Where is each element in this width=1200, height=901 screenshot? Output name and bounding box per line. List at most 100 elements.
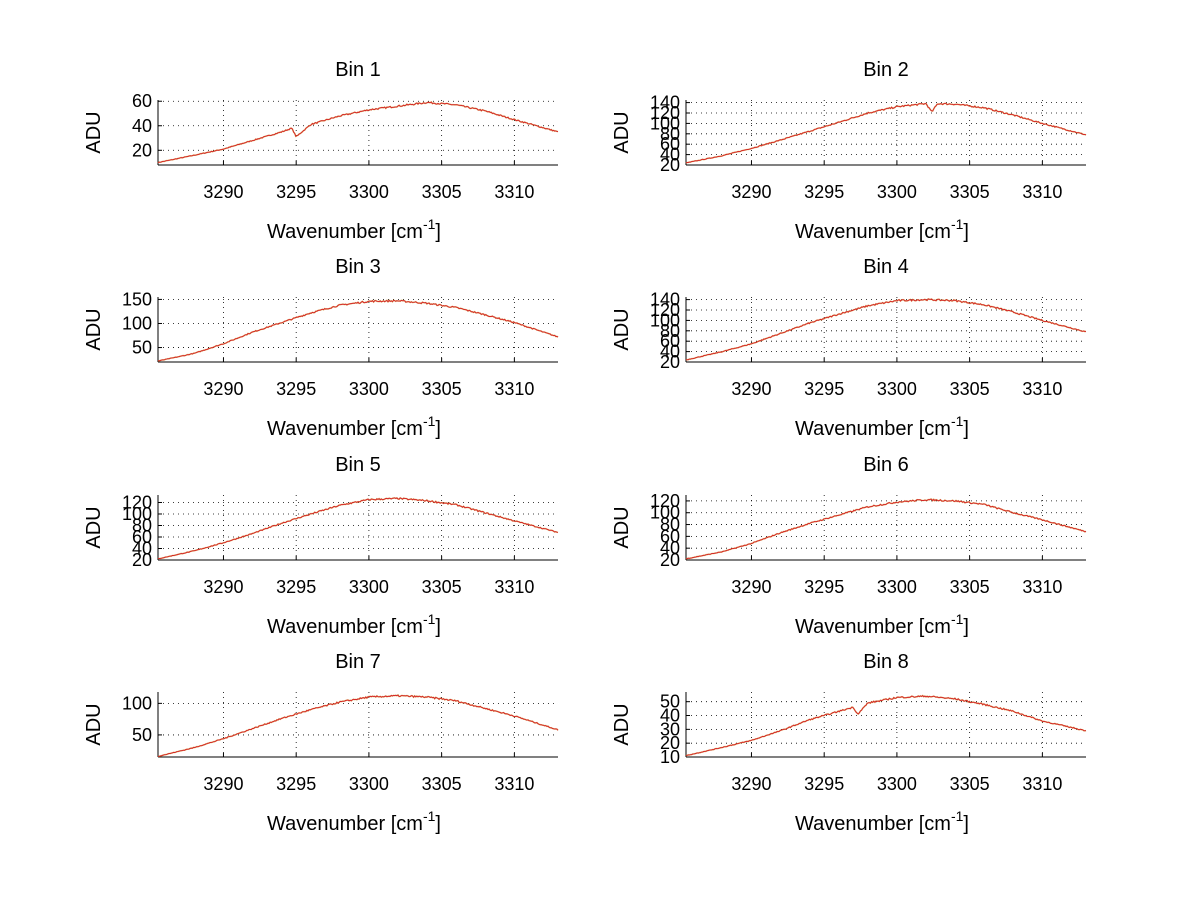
y-tick-label: 60: [132, 91, 152, 111]
y-tick-label: 50: [132, 725, 152, 745]
series-line-shadow: [685, 694, 1087, 757]
x-axis-label-sup: -1: [423, 216, 436, 232]
y-tick-label: 50: [132, 338, 152, 358]
x-tick-label: 3305: [950, 774, 990, 794]
x-tick-label: 3290: [203, 577, 243, 597]
y-tick-label: 40: [132, 538, 152, 558]
x-tick-label: 3295: [276, 379, 316, 399]
y-axis-label: ADU: [611, 703, 633, 745]
x-axis-label: Wavenumber [cm-1]: [267, 611, 441, 638]
x-tick-label: 3305: [422, 577, 462, 597]
subplot-title: Bin 1: [335, 59, 381, 81]
series-line-1: [685, 694, 1087, 757]
x-axis-label-sup: -1: [423, 808, 436, 824]
x-axis-label-sup: -1: [423, 611, 436, 627]
y-tick-label: 20: [660, 155, 680, 175]
y-tick-label: 140: [650, 290, 680, 310]
y-tick-label: 100: [122, 693, 152, 713]
y-tick-label: 60: [660, 526, 680, 546]
y-tick-label: 120: [650, 103, 680, 123]
series-line-shadow: [157, 299, 559, 362]
x-axis-label-sup: -1: [951, 611, 964, 627]
series-line-1: [685, 298, 1087, 361]
x-tick-label: 3295: [804, 577, 844, 597]
subplot-3: Bin 3 3290 3295 3300 3305 3310 50 100 150 ADU Wave…: [83, 256, 559, 440]
y-tick-label: 100: [650, 113, 680, 133]
x-tick-label: 3300: [349, 577, 389, 597]
x-axis-label-sup: -1: [951, 808, 964, 824]
y-axis-label: ADU: [611, 111, 633, 153]
y-tick-label: 80: [660, 515, 680, 535]
series-line-1: [685, 498, 1087, 560]
series-line-1: [157, 694, 559, 757]
x-tick-label: 3295: [804, 379, 844, 399]
subplot-title: Bin 8: [863, 651, 909, 673]
y-axis-label: ADU: [83, 111, 105, 153]
x-axis-label: Wavenumber [cm-1]: [795, 611, 969, 638]
x-axis-label-end: ]: [435, 221, 441, 243]
x-tick-label: 3290: [731, 379, 771, 399]
x-axis-label-sup: -1: [423, 413, 436, 429]
x-axis-label-main: Wavenumber [cm: [267, 813, 423, 835]
x-axis-label-end: ]: [435, 813, 441, 835]
x-axis-label: Wavenumber [cm-1]: [267, 216, 441, 243]
y-tick-label: 80: [660, 124, 680, 144]
y-tick-label: 40: [660, 342, 680, 362]
x-tick-label: 3310: [1022, 774, 1062, 794]
subplot-title: Bin 3: [335, 256, 381, 278]
x-tick-label: 3295: [276, 182, 316, 202]
x-axis-label-main: Wavenumber [cm: [267, 616, 423, 638]
series-line-1: [157, 299, 559, 362]
y-tick-label: 120: [650, 491, 680, 511]
x-tick-label: 3305: [950, 577, 990, 597]
series-line-1: [157, 497, 559, 560]
series-line-shadow: [685, 498, 1087, 560]
x-tick-label: 3295: [804, 182, 844, 202]
x-axis-label-main: Wavenumber [cm: [267, 418, 423, 440]
y-tick-label: 10: [660, 747, 680, 767]
y-tick-label: 20: [660, 550, 680, 570]
y-axis-label: ADU: [611, 506, 633, 548]
x-tick-label: 3300: [349, 379, 389, 399]
x-axis-label-main: Wavenumber [cm: [795, 616, 951, 638]
x-axis-label-main: Wavenumber [cm: [267, 221, 423, 243]
x-tick-label: 3305: [422, 379, 462, 399]
x-tick-label: 3300: [877, 379, 917, 399]
x-axis-label-main: Wavenumber [cm: [795, 418, 951, 440]
y-tick-label: 40: [660, 706, 680, 726]
y-tick-label: 20: [132, 550, 152, 570]
y-tick-label: 40: [660, 145, 680, 165]
y-tick-label: 100: [650, 310, 680, 330]
series-line-shadow: [157, 100, 559, 164]
x-tick-label: 3310: [494, 379, 534, 399]
subplot-title: Bin 6: [863, 454, 909, 476]
series-line-shadow: [157, 693, 559, 758]
y-tick-label: 150: [122, 289, 152, 309]
y-tick-label: 100: [122, 504, 152, 524]
x-tick-label: 3290: [203, 182, 243, 202]
series-line-shadow: [685, 102, 1087, 164]
y-tick-label: 20: [660, 733, 680, 753]
y-tick-label: 140: [650, 93, 680, 113]
x-tick-label: 3300: [877, 774, 917, 794]
y-tick-label: 20: [660, 352, 680, 372]
x-axis-label: Wavenumber [cm-1]: [795, 413, 969, 440]
subplot-1: Bin 1 3290 3295 3300 3305 3310 20 40 60 ADU Wavenu…: [83, 59, 559, 243]
series-line-1: [685, 102, 1087, 164]
x-axis-label-end: ]: [963, 221, 969, 243]
x-axis-label: Wavenumber [cm-1]: [795, 216, 969, 243]
x-axis-label: Wavenumber [cm-1]: [267, 413, 441, 440]
x-axis-label-sup: -1: [951, 216, 964, 232]
subplot-2: Bin 2 3290 3295 3300 3305 3310 204060801001201…: [611, 59, 1087, 243]
x-tick-label: 3310: [494, 182, 534, 202]
series-line-shadow: [685, 297, 1087, 361]
subplot-title: Bin 7: [335, 651, 381, 673]
x-tick-label: 3295: [804, 774, 844, 794]
y-tick-label: 40: [660, 538, 680, 558]
x-tick-label: 3295: [276, 577, 316, 597]
x-tick-label: 3300: [349, 182, 389, 202]
subplot-title: Bin 5: [335, 454, 381, 476]
y-tick-label: 30: [660, 719, 680, 739]
